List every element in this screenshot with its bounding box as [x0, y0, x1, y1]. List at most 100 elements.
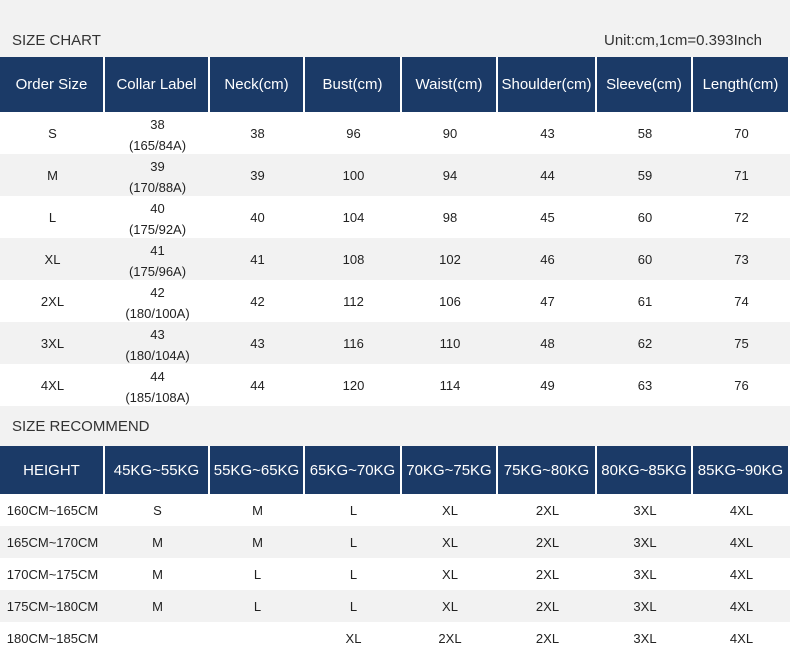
header-cell: Order Size [0, 57, 105, 112]
size-cell: 2XL [535, 630, 560, 646]
measure-cell: 120 [342, 377, 365, 393]
size-cell: 4XL [729, 598, 754, 614]
size-cell: 4XL [729, 534, 754, 550]
size-cell: 3XL [633, 598, 657, 614]
measure-cell: 44 [250, 377, 265, 393]
height-cell: 180CM~185CM [6, 630, 99, 646]
size-cell: L [349, 502, 358, 518]
header-cell: Bust(cm) [305, 57, 402, 112]
size-cell: S [48, 125, 57, 141]
title-band [0, 0, 790, 57]
size-cell: L [349, 598, 358, 614]
header-cell: 80KG~85KG [597, 446, 693, 494]
header-cell: Length(cm) [693, 57, 790, 112]
collar-number: 43 [150, 326, 165, 342]
size-cell: M [252, 534, 263, 550]
header-cell: 55KG~65KG [210, 446, 305, 494]
size-cell: 4XL [40, 377, 65, 393]
measure-cell: 60 [637, 209, 653, 225]
collar-label: (180/104A) [125, 347, 190, 363]
collar-number: 41 [150, 242, 165, 258]
measure-cell: 76 [734, 377, 749, 393]
measure-cell: 61 [637, 293, 653, 309]
measure-cell: 48 [540, 335, 555, 351]
size-cell: L [253, 566, 262, 582]
measure-cell: 98 [442, 209, 458, 225]
measure-cell: 62 [637, 335, 653, 351]
section-title: SIZE CHART [12, 32, 101, 49]
size-cell: XL [442, 502, 458, 518]
size-cell: 2XL [535, 598, 560, 614]
header-cell: Collar Label [105, 57, 210, 112]
measure-cell: 60 [637, 251, 653, 267]
collar-number: 40 [150, 200, 165, 216]
size-cell: XL [442, 598, 458, 614]
measure-cell: 43 [250, 335, 265, 351]
collar-number: 44 [150, 368, 165, 384]
header-cell: 85KG~90KG [693, 446, 790, 494]
header-cell: 65KG~70KG [305, 446, 402, 494]
size-cell: 3XL [633, 534, 657, 550]
size-cell: 3XL [633, 566, 657, 582]
header-cell: Neck(cm) [210, 57, 305, 112]
measure-cell: 104 [342, 209, 365, 225]
row-band [0, 238, 790, 280]
size-cell: XL [44, 251, 61, 267]
measure-cell: 40 [250, 209, 265, 225]
measure-cell: 44 [540, 167, 555, 183]
row-band [0, 154, 790, 196]
measure-cell: 110 [439, 335, 461, 351]
collar-label: (175/96A) [128, 263, 187, 279]
unit-note: Unit:cm,1cm=0.393Inch [604, 32, 762, 49]
measure-cell: 74 [734, 293, 749, 309]
measure-cell: 75 [734, 335, 749, 351]
measure-cell: 108 [342, 251, 365, 267]
header-cell: Waist(cm) [402, 57, 498, 112]
size-cell: L [253, 598, 262, 614]
header-cell: 45KG~55KG [105, 446, 210, 494]
height-cell: 175CM~180CM [6, 598, 99, 614]
height-cell: 165CM~170CM [6, 534, 99, 550]
collar-label: (170/88A) [128, 179, 187, 195]
measure-cell: 45 [540, 209, 555, 225]
size-cell: M [152, 598, 163, 614]
measure-cell: 72 [734, 209, 749, 225]
measure-cell: 70 [734, 125, 749, 141]
measure-cell: 59 [637, 167, 653, 183]
size-cell: XL [345, 630, 362, 646]
collar-number: 38 [150, 116, 165, 132]
measure-cell: 42 [250, 293, 265, 309]
collar-label: (175/92A) [128, 221, 187, 237]
header-cell: HEIGHT [0, 446, 105, 494]
measure-cell: 38 [250, 125, 265, 141]
measure-cell: 39 [250, 167, 265, 183]
collar-number: 39 [150, 158, 165, 174]
size-cell: XL [442, 534, 458, 550]
measure-cell: 96 [346, 125, 361, 141]
size-cell: L [349, 566, 358, 582]
size-cell: 2XL [535, 534, 560, 550]
measure-cell: 73 [734, 251, 749, 267]
collar-label: (185/108A) [125, 389, 190, 405]
size-cell: 3XL [633, 630, 657, 646]
size-cell: M [47, 167, 58, 183]
size-cell: M [252, 502, 263, 518]
size-cell: L [349, 534, 358, 550]
measure-cell: 112 [343, 293, 364, 309]
measure-cell: 94 [442, 167, 458, 183]
measure-cell: 106 [439, 293, 461, 309]
measure-cell: 63 [637, 377, 653, 393]
height-cell: 170CM~175CM [6, 566, 99, 582]
collar-label: (165/84A) [128, 137, 187, 153]
size-cell: XL [442, 566, 458, 582]
measure-cell: 90 [442, 125, 458, 141]
size-cell: 4XL [729, 502, 754, 518]
header-cell: 70KG~75KG [402, 446, 498, 494]
size-cell: 2XL [535, 566, 560, 582]
size-cell: 4XL [729, 566, 754, 582]
size-cell: 2XL [40, 293, 65, 309]
measure-cell: 71 [734, 167, 749, 183]
measure-cell: 58 [637, 125, 653, 141]
measure-cell: 114 [439, 377, 461, 393]
header-cell: Sleeve(cm) [597, 57, 693, 112]
